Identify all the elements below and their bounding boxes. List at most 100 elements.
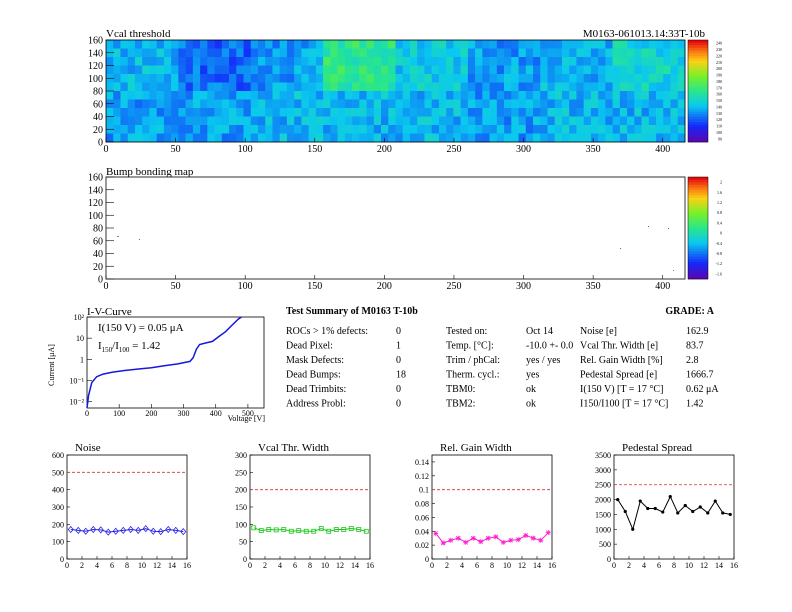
vcal-cell [670, 82, 679, 92]
vcal-cell [605, 125, 613, 134]
vcal-cell [323, 40, 331, 49]
vcal-cell [409, 99, 418, 109]
vcal-cell [323, 82, 331, 92]
vcal-cell [504, 82, 512, 92]
vcal-cell [366, 91, 375, 100]
vcal-width-ytick-label: 250 [235, 468, 247, 477]
vcal-palette-swatch [688, 121, 708, 125]
vcal-cell [453, 82, 461, 92]
vcal-cell [641, 125, 650, 134]
vcal-cell [518, 65, 527, 75]
vcal-cell [576, 48, 584, 58]
vcal-cell [489, 40, 498, 49]
vcal-cell [381, 65, 389, 75]
vcal-map-xtick-label: 50 [171, 144, 181, 155]
vcal-cell [272, 82, 280, 92]
vcal-cell [279, 108, 288, 117]
vcal-cell [308, 48, 317, 58]
vcal-cell [409, 116, 418, 126]
vcal-cell [185, 57, 194, 66]
vcal-cell [612, 74, 621, 83]
vcal-cell [236, 99, 244, 109]
pedestal-spread-xtick-label: 4 [642, 561, 646, 570]
vcal-cell [547, 108, 556, 117]
vcal-cell [286, 125, 295, 134]
vcal-cell [547, 91, 556, 100]
iv-xtick-label: 300 [178, 409, 190, 418]
vcal-cell [547, 133, 556, 143]
vcal-cell [482, 116, 490, 126]
vcal-cell [337, 82, 346, 92]
vcal-cell [229, 82, 237, 92]
vcal-cell [576, 40, 584, 49]
vcal-cell [424, 40, 432, 49]
vcal-width-point [258, 528, 264, 533]
vcal-cell [612, 65, 621, 75]
noise-point [135, 526, 142, 535]
bump-map-xtick-label: 250 [446, 281, 461, 292]
gain-width-point [463, 539, 469, 545]
vcal-cell [113, 133, 121, 143]
vcal-cell [192, 108, 201, 117]
vcal-cell [315, 99, 324, 109]
vcal-cell [489, 74, 498, 83]
vcal-cell [619, 125, 628, 134]
vcal-cell [533, 91, 541, 100]
vcal-cell [214, 57, 223, 66]
vcal-cell [388, 116, 396, 126]
vcal-cell [359, 74, 367, 83]
bump-palette-swatch [688, 250, 708, 254]
vcal-cell [294, 48, 302, 58]
vcal-cell [489, 48, 498, 58]
vcal-cell [149, 91, 157, 100]
vcal-palette-tick-label: 110 [716, 124, 722, 129]
gain-width-point [448, 537, 454, 543]
summary-value: ok [526, 384, 536, 395]
summary-label: Therm. cycl.: [446, 370, 500, 381]
bump-palette-swatch [688, 256, 708, 259]
gain-width-xtick-label: 4 [460, 561, 464, 570]
vcal-cell [301, 82, 309, 92]
vcal-cell [214, 125, 223, 134]
vcal-cell [156, 133, 165, 143]
vcal-cell [149, 108, 157, 117]
vcal-cell [533, 74, 541, 83]
vcal-cell [337, 133, 346, 143]
vcal-cell [330, 82, 338, 92]
vcal-cell [525, 99, 534, 109]
vcal-cell [272, 99, 280, 109]
vcal-cell [504, 65, 512, 75]
iv-ytick-label: 10⁻² [69, 398, 84, 407]
vcal-cell [352, 74, 360, 83]
vcal-cell [547, 57, 556, 66]
vcal-cell [286, 48, 295, 58]
vcal-cell [417, 48, 425, 58]
vcal-cell [257, 91, 266, 100]
vcal-cell [243, 108, 252, 117]
vcal-cell [127, 133, 136, 143]
vcal-cell [185, 108, 194, 117]
vcal-cell [518, 82, 527, 92]
vcal-width-xtick-label: 4 [278, 561, 282, 570]
vcal-cell [192, 91, 201, 100]
vcal-cell [460, 48, 469, 58]
gain-width-ytick-label: 0.14 [415, 458, 429, 467]
vcal-cell [576, 65, 584, 75]
vcal-cell [120, 82, 129, 92]
vcal-cell [207, 108, 215, 117]
vcal-cell [627, 133, 635, 143]
vcal-cell [330, 125, 338, 134]
vcal-cell [417, 65, 425, 75]
vcal-cell [540, 48, 548, 58]
iv-xtick-label: 200 [145, 409, 157, 418]
summary-label: Dead Pixel: [286, 341, 333, 352]
vcal-cell [402, 116, 411, 126]
bump-palette-swatch [688, 243, 708, 247]
vcal-width-xtick-label: 14 [351, 561, 359, 570]
vcal-cell [533, 40, 541, 49]
vcal-cell [670, 74, 679, 83]
vcal-cell [446, 116, 454, 126]
vcal-cell [352, 82, 360, 92]
vcal-cell [178, 48, 186, 58]
vcal-cell [648, 133, 657, 143]
